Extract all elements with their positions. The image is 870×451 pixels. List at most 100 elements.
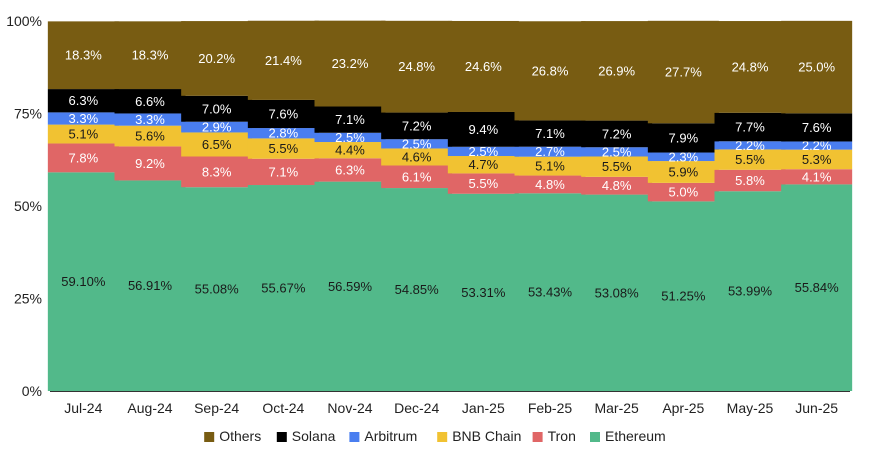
legend-swatch-tron (532, 432, 543, 442)
legend-label-ethereum: Ethereum (605, 428, 666, 444)
x-tick-label: May-25 (727, 400, 774, 416)
bar-segment-bnb-chain (581, 156, 653, 177)
bar-segment-tron (714, 169, 786, 192)
legend-swatch-ethereum (590, 432, 600, 442)
bar-segment-arbitrum (714, 141, 786, 150)
data-label-ethereum: 55.08% (195, 282, 240, 297)
data-label-others: 23.2% (332, 56, 369, 71)
data-label-solana: 7.0% (202, 101, 232, 116)
bar-segment-bnb-chain (381, 148, 453, 166)
bar-segment-bnb-chain (314, 142, 386, 159)
data-label-bnb-chain: 5.6% (135, 129, 165, 144)
x-tick-label: Jul-24 (64, 400, 102, 416)
bar-segment-solana (247, 99, 319, 129)
data-label-bnb-chain: 5.3% (802, 152, 832, 167)
bar-segment-arbitrum (181, 121, 253, 133)
data-label-arbitrum: 2.7% (535, 144, 565, 159)
data-label-tron: 4.1% (802, 169, 832, 184)
data-label-arbitrum: 2.5% (402, 136, 432, 151)
bar-segment-solana (447, 111, 519, 147)
bar-segment-solana (47, 89, 119, 113)
bar-segment-ethereum (47, 172, 119, 391)
data-label-arbitrum: 2.5% (469, 144, 499, 159)
bar-segment-others (114, 21, 186, 90)
bar-segment-solana (381, 112, 453, 140)
bar-segment-ethereum (514, 193, 586, 391)
data-label-arbitrum: 3.3% (135, 112, 165, 127)
bar-segment-bnb-chain (781, 149, 853, 170)
data-label-others: 26.8% (532, 63, 569, 78)
data-label-arbitrum: 2.3% (669, 149, 699, 164)
data-label-ethereum: 53.31% (461, 285, 506, 300)
legend-swatch-arbitrum (349, 432, 360, 442)
data-label-solana: 7.2% (402, 118, 432, 133)
data-label-others: 25.0% (798, 60, 835, 75)
data-label-solana: 7.2% (602, 126, 632, 141)
data-label-tron: 7.8% (69, 150, 99, 165)
x-tick-label: Oct-24 (262, 400, 304, 416)
bar-segment-solana (781, 113, 853, 142)
x-tick-label: Apr-25 (662, 400, 704, 416)
y-tick-label: 25% (14, 291, 42, 307)
x-axis: Jul-24 Aug-24 Sep-24 Oct-24 Nov-24 Dec-24 Jan-… (50, 391, 850, 416)
data-label-tron: 4.8% (602, 178, 632, 193)
bar-segment-bnb-chain (247, 138, 319, 159)
bar-segment-solana (114, 89, 186, 114)
data-label-bnb-chain: 5.5% (269, 141, 299, 156)
data-label-others: 20.2% (198, 51, 235, 66)
bar-segment-others (47, 21, 119, 90)
data-label-ethereum: 56.91% (128, 278, 173, 293)
bar-segment-ethereum (314, 181, 386, 391)
legend-label-tron: Tron (548, 428, 576, 444)
data-label-bnb-chain: 5.1% (69, 127, 99, 142)
bar-segment-solana (514, 120, 586, 147)
bar-segment-ethereum (714, 191, 786, 391)
bar-segment-tron (314, 158, 386, 182)
bar-segment-ethereum (447, 193, 519, 391)
data-label-solana: 6.6% (135, 94, 165, 109)
bar-segment-bnb-chain (114, 125, 186, 147)
data-label-ethereum: 59.10% (61, 274, 106, 289)
data-label-tron: 9.2% (135, 156, 165, 171)
data-label-solana: 7.9% (669, 130, 699, 145)
bar-segment-solana (314, 106, 386, 133)
data-label-tron: 7.1% (269, 164, 299, 179)
legend-label-arbitrum: Arbitrum (364, 428, 417, 444)
data-label-arbitrum: 2.5% (335, 130, 365, 145)
bar-segment-arbitrum (781, 141, 853, 150)
data-label-others: 26.9% (598, 63, 635, 78)
data-label-bnb-chain: 5.5% (602, 159, 632, 174)
legend: Others Solana Arbitrum BNB Chain Tron Ethereu… (204, 428, 666, 444)
legend-swatch-others (204, 432, 215, 442)
data-label-others: 21.4% (265, 53, 302, 68)
legend-label-bnb-chain: BNB Chain (452, 428, 521, 444)
data-label-tron: 6.1% (402, 169, 432, 184)
bar-segment-arbitrum (647, 152, 719, 162)
bar-segment-tron (247, 158, 319, 186)
bar-segment-solana (714, 112, 786, 142)
y-axis: 0% 25% 50% 75% 100% (6, 13, 42, 399)
data-label-ethereum: 53.99% (728, 284, 773, 299)
bar-segment-arbitrum (114, 113, 186, 126)
data-label-arbitrum: 2.5% (602, 144, 632, 159)
data-label-tron: 6.3% (335, 162, 365, 177)
data-label-tron: 8.3% (202, 164, 232, 179)
bar-segment-others (447, 20, 519, 112)
bar-segment-bnb-chain (514, 156, 586, 176)
data-label-tron: 5.8% (735, 173, 765, 188)
bar-segment-solana (647, 123, 719, 153)
x-tick-label: Feb-25 (528, 400, 573, 416)
bar-segment-bnb-chain (447, 156, 519, 174)
bar-segment-bnb-chain (714, 149, 786, 170)
data-label-ethereum: 55.84% (795, 280, 840, 295)
data-label-solana: 6.3% (69, 93, 99, 108)
data-label-bnb-chain: 4.4% (335, 143, 365, 158)
data-label-bnb-chain: 6.5% (202, 137, 232, 152)
y-tick-label: 0% (22, 383, 42, 399)
data-label-solana: 7.1% (535, 126, 565, 141)
bar-segment-arbitrum (514, 146, 586, 157)
bar-segment-others (581, 21, 653, 121)
y-tick-label: 100% (6, 13, 42, 29)
bar-segment-others (314, 20, 386, 107)
